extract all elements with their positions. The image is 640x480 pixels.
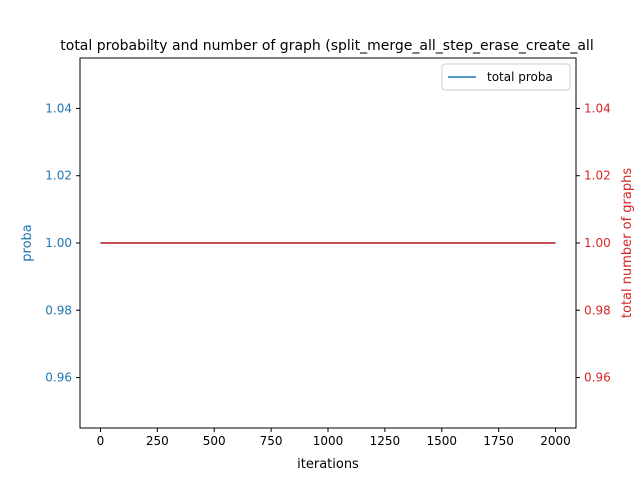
x-axis-ticks: 0 250 500 750 1000 1250 1500 1750 2000 xyxy=(97,428,571,448)
x-tick-label: 1750 xyxy=(483,434,514,448)
legend-label-total-proba: total proba xyxy=(487,70,553,84)
y-right-tick-label: 1.02 xyxy=(584,169,611,183)
x-tick-label: 750 xyxy=(260,434,283,448)
x-tick-label: 2000 xyxy=(540,434,571,448)
y-left-tick-label: 1.04 xyxy=(45,101,72,115)
y-axis-right-ticks: 0.96 0.98 1.00 1.02 1.04 xyxy=(576,101,611,385)
y-left-tick-label: 1.00 xyxy=(45,236,72,250)
y-left-tick-label: 0.98 xyxy=(45,303,72,317)
y-right-tick-label: 1.00 xyxy=(584,236,611,250)
y-left-tick-label: 1.02 xyxy=(45,169,72,183)
legend-box xyxy=(441,63,571,91)
y-axis-right-label: total number of graphs xyxy=(620,168,635,318)
x-tick-label: 1250 xyxy=(370,434,401,448)
x-tick-label: 0 xyxy=(97,434,105,448)
y-axis-left-label: proba xyxy=(20,224,35,261)
y-right-tick-label: 1.04 xyxy=(584,101,611,115)
x-tick-label: 250 xyxy=(146,434,169,448)
y-right-tick-label: 0.96 xyxy=(584,371,611,385)
y-axis-left-ticks: 0.96 0.98 1.00 1.02 1.04 xyxy=(45,101,80,385)
x-axis-label: iterations xyxy=(297,457,359,472)
chart-title: total probabilty and number of graph (sp… xyxy=(60,38,593,54)
x-tick-label: 1500 xyxy=(426,434,457,448)
legend: total proba xyxy=(441,63,571,91)
x-tick-label: 1000 xyxy=(313,434,344,448)
x-tick-label: 500 xyxy=(203,434,226,448)
y-right-tick-label: 0.98 xyxy=(584,303,611,317)
y-left-tick-label: 0.96 xyxy=(45,371,72,385)
